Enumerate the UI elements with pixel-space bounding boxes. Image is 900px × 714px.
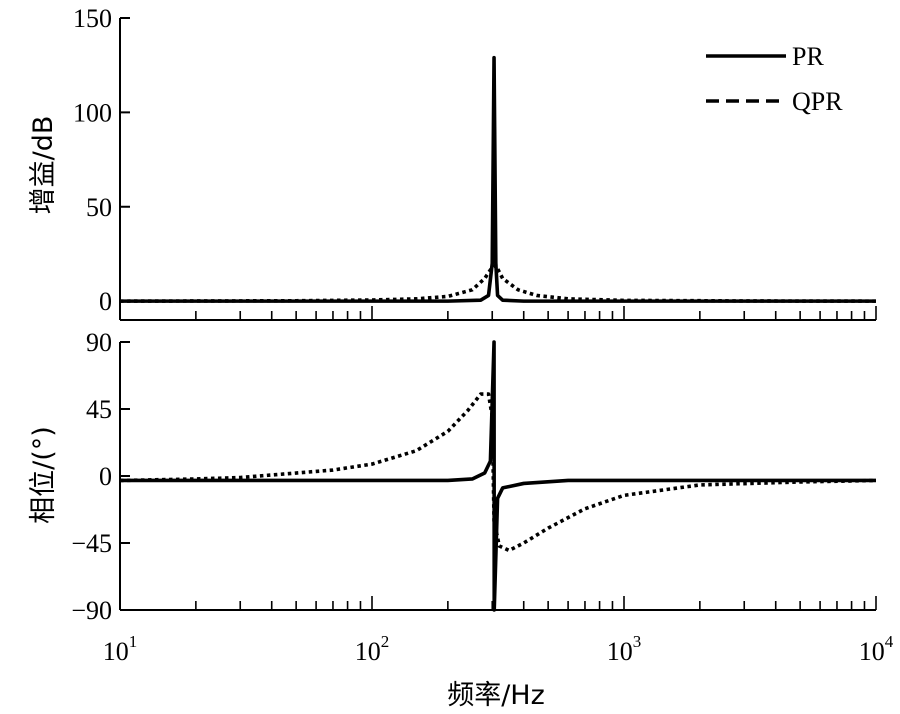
x-tick-label: 103: [607, 632, 642, 666]
y-tick-label: 100: [73, 98, 112, 127]
chart-panels: 0 50 100 150 −90 −45 0 45 90 101 102 103 104: [71, 4, 893, 666]
x-axis-label: 频率/Hz: [447, 680, 545, 711]
x-tick-label: 101: [103, 632, 138, 666]
y-tick-label: 45: [86, 395, 112, 424]
y-axis-label-phase: 相位/(°): [28, 426, 59, 524]
legend-label-qpr: QPR: [792, 87, 843, 116]
y-tick-label: −45: [71, 529, 112, 558]
y-axis-label-gain: 增益/dB: [28, 116, 59, 215]
legend-label-pr: PR: [792, 42, 824, 71]
series-pr-line: [120, 340, 876, 612]
y-tick-label: 150: [73, 4, 112, 33]
legend: PR QPR: [706, 42, 843, 116]
x-tick-label: 102: [355, 632, 390, 666]
y-tick-label: 0: [99, 287, 112, 316]
y-tick-label: 90: [86, 328, 112, 357]
y-tick-label: 0: [99, 462, 112, 491]
y-tick-label: 50: [86, 193, 112, 222]
series-pr-line: [120, 55, 876, 303]
panel-phase: −90 −45 0 45 90 101 102 103 104: [71, 328, 893, 666]
x-tick-label: 104: [859, 632, 894, 666]
panel-magnitude: 0 50 100 150: [73, 4, 877, 321]
y-tick-label: −90: [71, 596, 112, 625]
